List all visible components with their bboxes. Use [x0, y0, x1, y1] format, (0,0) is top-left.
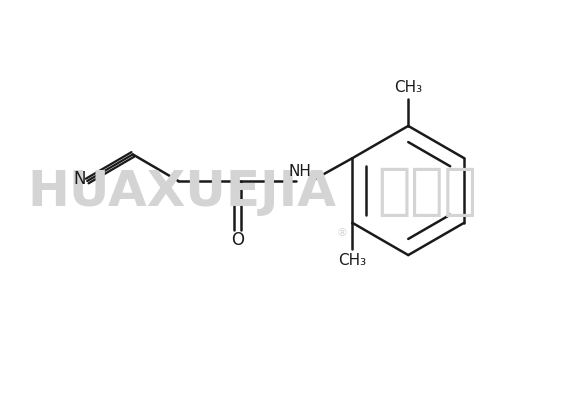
Text: N: N [73, 170, 86, 188]
Text: NH: NH [289, 164, 311, 179]
Text: ®: ® [336, 228, 347, 238]
Text: HUAXUEJIA: HUAXUEJIA [28, 168, 337, 216]
Text: 化学加: 化学加 [377, 166, 477, 220]
Text: CH₃: CH₃ [338, 253, 367, 268]
Text: CH₃: CH₃ [394, 80, 422, 96]
Text: O: O [231, 231, 244, 249]
